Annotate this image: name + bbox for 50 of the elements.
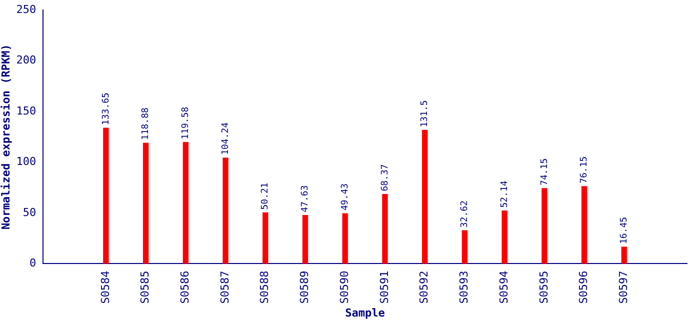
data-label: 49.43 — [340, 183, 350, 211]
bar — [502, 210, 508, 264]
data-label: 74.15 — [540, 158, 550, 186]
y-tick-label: 150 — [16, 104, 36, 118]
x-tick-label: S0590 — [338, 270, 351, 304]
x-tick-label: S0588 — [258, 270, 272, 304]
y-tick-label: 200 — [16, 54, 36, 67]
bar — [581, 186, 588, 264]
y-tick-label: 0 — [29, 256, 36, 270]
y-tick-label: 50 — [22, 206, 36, 219]
x-tick-label: S0595 — [537, 270, 550, 304]
data-label: 76.15 — [580, 156, 590, 184]
data-label: 47.63 — [300, 185, 311, 212]
x-tick-label: S0593 — [458, 270, 471, 304]
bar — [382, 194, 388, 264]
data-label: 16.45 — [619, 216, 630, 244]
bar — [103, 128, 109, 264]
bar — [142, 142, 149, 264]
data-label: 52.14 — [500, 180, 510, 208]
bar — [342, 213, 348, 264]
bar — [542, 188, 548, 264]
y-tick-label: 250 — [16, 2, 36, 16]
data-label: 104.24 — [220, 122, 231, 155]
x-tick-label: S0594 — [497, 270, 510, 304]
x-axis-title: Sample — [345, 306, 386, 320]
data-label: 118.88 — [141, 108, 152, 140]
data-label: 131.5 — [420, 100, 430, 128]
data-label: 119.58 — [180, 106, 191, 140]
x-tick-label: S0592 — [418, 270, 431, 304]
x-tick-label: S0596 — [577, 270, 590, 304]
data-label: 32.62 — [460, 200, 470, 228]
bar — [222, 158, 228, 264]
bar — [262, 212, 268, 264]
data-label: 133.65 — [101, 92, 112, 126]
x-tick-label: S0586 — [178, 270, 192, 304]
bar — [422, 130, 428, 264]
data-label: 68.37 — [380, 164, 390, 192]
y-axis-title: Normalized expression (RPKM) — [0, 44, 12, 230]
bar — [182, 142, 188, 264]
data-label: 50.21 — [260, 182, 271, 210]
x-tick-label: S0585 — [138, 270, 152, 304]
x-tick-label: S0597 — [617, 270, 630, 304]
x-tick-label: S0589 — [298, 270, 312, 304]
bar — [302, 215, 308, 264]
y-tick-label: 100 — [16, 155, 36, 168]
x-tick-label: S0584 — [98, 270, 112, 304]
bar — [462, 230, 468, 264]
x-tick-label: S0591 — [378, 270, 391, 304]
x-tick-label: S0587 — [218, 270, 232, 304]
bar — [621, 246, 627, 264]
